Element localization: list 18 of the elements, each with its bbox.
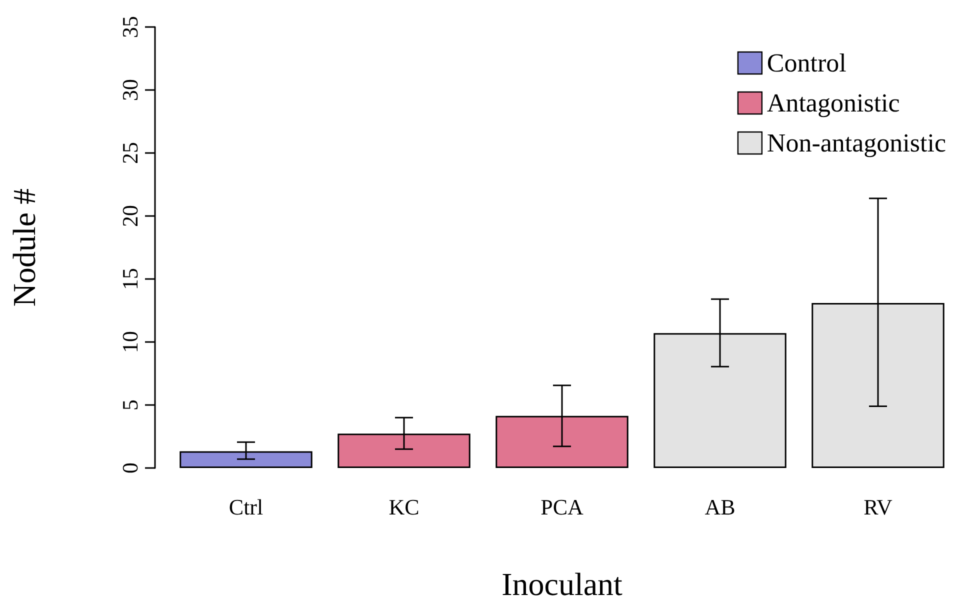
y-tick-label: 35 bbox=[118, 16, 142, 38]
x-axis-title: Inoculant bbox=[502, 566, 623, 602]
y-tick-label: 30 bbox=[118, 79, 142, 101]
legend-label: Control bbox=[766, 48, 846, 78]
x-tick-label: KC bbox=[388, 494, 420, 520]
y-tick-label: 10 bbox=[118, 331, 142, 353]
x-tick-label: PCA bbox=[540, 494, 584, 520]
y-tick-label: 15 bbox=[118, 268, 142, 290]
legend-label: Antagonistic bbox=[766, 88, 900, 118]
y-tick-label: 25 bbox=[118, 142, 142, 164]
legend-label: Non-antagonistic bbox=[766, 128, 946, 158]
y-tick-label: 0 bbox=[118, 462, 142, 474]
y-tick-label: 5 bbox=[118, 400, 142, 410]
y-tick-label: 20 bbox=[118, 205, 142, 227]
y-axis-title: Nodule # bbox=[6, 188, 42, 307]
x-tick-label: Ctrl bbox=[228, 494, 264, 520]
x-tick-label: AB bbox=[704, 494, 736, 520]
x-tick-label: RV bbox=[864, 494, 893, 520]
